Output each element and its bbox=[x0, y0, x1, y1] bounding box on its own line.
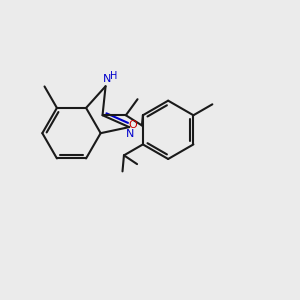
Text: H: H bbox=[110, 70, 118, 81]
Text: O: O bbox=[129, 121, 137, 130]
Text: N: N bbox=[126, 129, 134, 140]
Text: N: N bbox=[103, 74, 111, 84]
